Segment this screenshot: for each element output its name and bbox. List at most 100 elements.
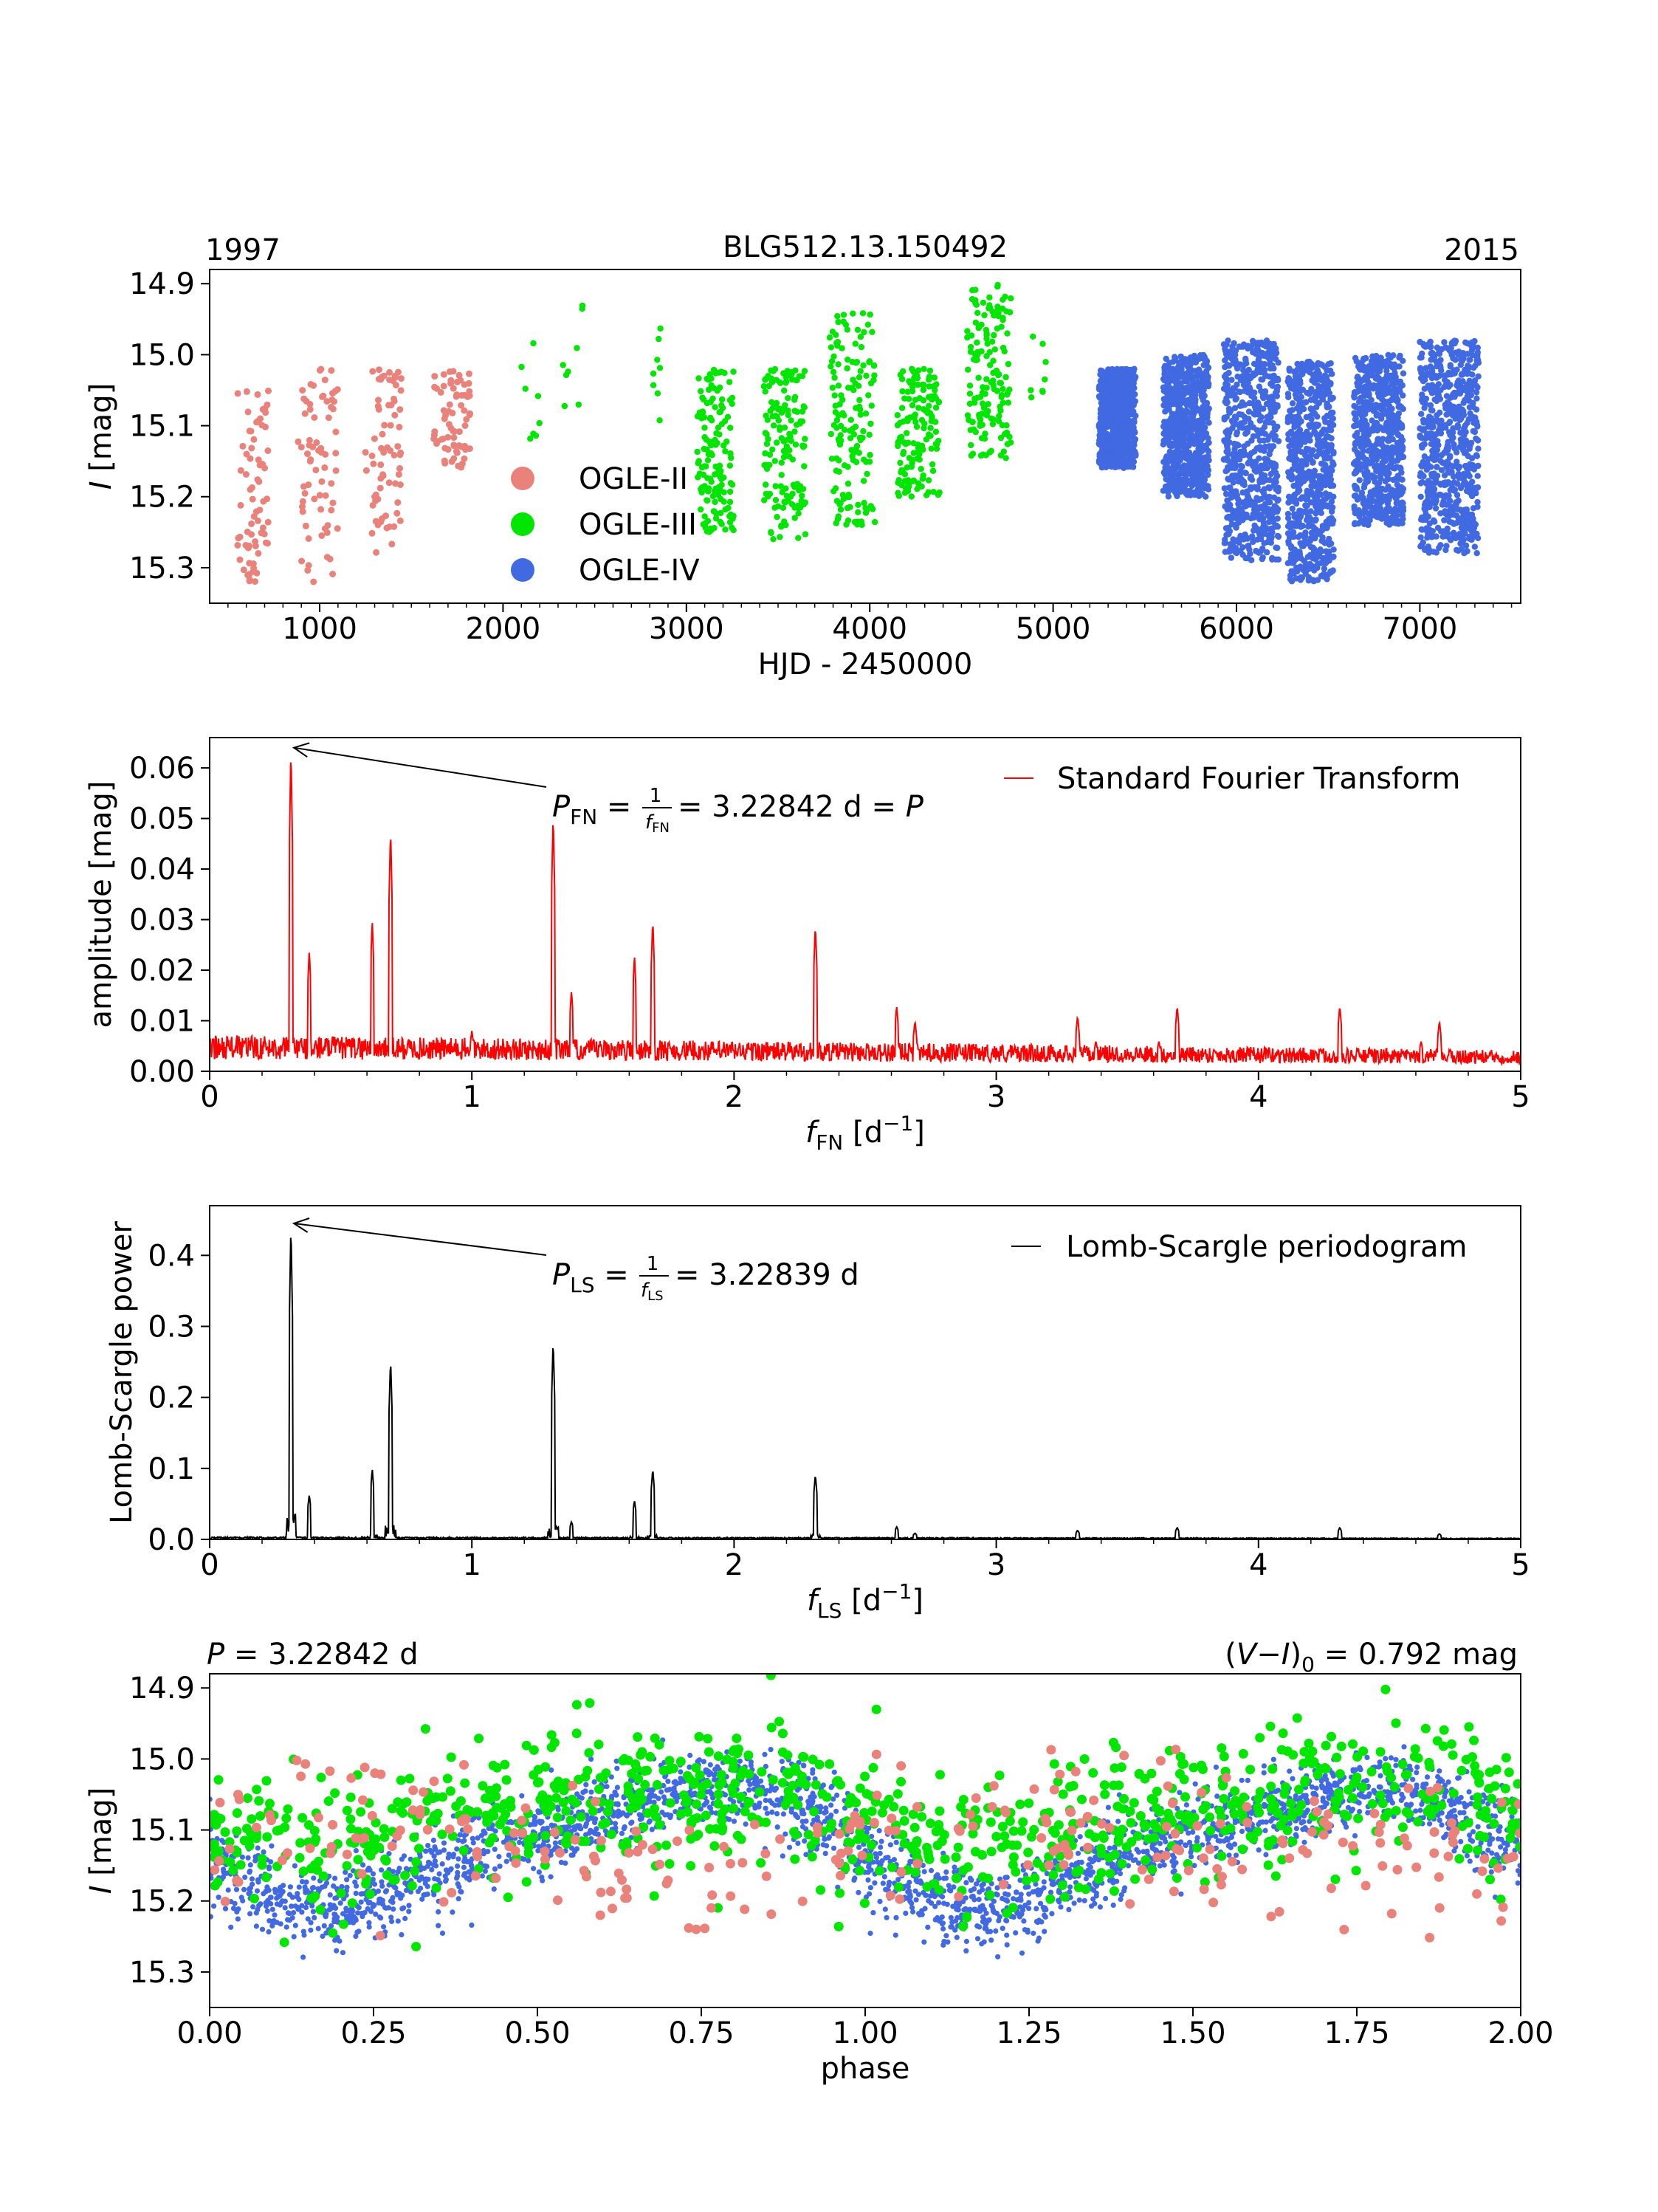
lightcurve-point [695,375,702,382]
lightcurve-point [1456,464,1463,470]
lightcurve-point [1295,437,1301,444]
lightcurve-point [1464,351,1471,357]
lightcurve-point [1000,385,1006,393]
lightcurve-point [1435,442,1442,449]
lightcurve-point [1394,431,1402,438]
lightcurve-point [1256,455,1262,461]
lightcurve-point [712,404,718,411]
lightcurve-point [1427,402,1434,409]
lightcurve-point [1247,457,1254,464]
lightcurve-point [1437,363,1444,369]
lightcurve-point [991,416,997,423]
lightcurve-point [1257,447,1264,453]
lightcurve-point [1285,375,1292,382]
lightcurve-point [396,464,403,472]
lightcurve-point [1183,384,1191,391]
lightcurve-point [984,340,991,347]
lightcurve-point [1459,539,1466,546]
lightcurve-point [455,428,463,436]
lightcurve-point [318,532,326,539]
lightcurve-point [1124,409,1130,416]
lightcurve-point [1194,405,1201,412]
lightcurve-point [1447,453,1454,459]
lightcurve-point [1203,400,1210,407]
lightcurve-point [1314,577,1321,583]
lightcurve-point [1251,411,1259,418]
lightcurve-point [1008,295,1014,302]
lightcurve-point [1242,430,1249,437]
lightcurve-point [1390,445,1397,453]
lightcurve-point [1121,454,1127,461]
lightcurve-point [1464,419,1470,427]
lightcurve-point [1358,419,1364,426]
lightcurve-point [1360,494,1366,501]
lightcurve-point [837,506,845,513]
lightcurve-point [255,550,262,557]
lightcurve-point [1429,371,1436,379]
lightcurve-point [867,420,874,427]
lightcurve-point [306,436,313,444]
lightcurve-point [1167,394,1174,400]
lightcurve-point [1421,405,1428,411]
lightcurve-point [1471,543,1479,550]
lightcurve-point [1272,464,1279,470]
lightcurve-point [1426,384,1433,391]
lightcurve-point [1377,354,1384,361]
lightcurve-point [861,500,867,506]
lightcurve-point [466,388,473,395]
lightcurve-point [1358,490,1366,496]
lightcurve-point [1194,467,1201,473]
lightcurve-point [1370,504,1377,512]
lightcurve-point [1303,413,1310,421]
lightcurve-point [1383,390,1390,396]
lightcurve-point [765,493,771,500]
lightcurve-point [1356,477,1363,484]
lightcurve-point [1274,532,1282,540]
lightcurve-point [522,385,529,392]
lightcurve-point [1428,480,1435,487]
lightcurve-point [1184,398,1191,405]
lightcurve-point [997,434,1005,442]
lightcurve-point [996,413,1002,419]
lightcurve-point [1324,404,1331,411]
lightcurve-point [250,568,257,575]
lightcurve-point [1267,536,1274,543]
lightcurve-point [1246,399,1253,407]
lightcurve-point [1289,407,1296,413]
lightcurve-point [1437,458,1444,464]
lightcurve-point [763,441,771,447]
lightcurve-point [1006,309,1014,316]
lightcurve-point [1307,405,1315,412]
lightcurve-point [306,406,314,413]
lightcurve-point [1252,460,1259,467]
lightcurve-point [1290,492,1298,499]
lightcurve-point [1269,529,1276,536]
lightcurve-point [1423,526,1429,533]
lightcurve-point [707,527,714,534]
lightcurve-point [1455,377,1462,384]
lightcurve-point [244,571,252,579]
lightcurve-point [1315,438,1322,445]
lightcurve-point [859,310,867,317]
lightcurve-point [1265,349,1272,356]
lightcurve-point [1097,436,1104,443]
lightcurve-point [380,449,388,456]
lightcurve-point [774,503,782,509]
lightcurve-point [656,417,663,424]
lightcurve-point [1327,472,1334,478]
lightcurve-point [458,443,465,450]
lightcurve-point [1253,495,1260,501]
lightcurve-point [979,400,986,407]
lightcurve-point [1419,463,1425,470]
lightcurve-point [1360,438,1366,445]
lightcurve-point [1312,517,1318,524]
lightcurve-point [458,402,465,409]
lightcurve-point [1200,414,1207,422]
lightcurve-point [864,470,870,478]
lightcurve-point [835,361,842,368]
lightcurve-point [1374,484,1381,490]
lightcurve-point [1249,337,1256,344]
lightcurve-point [791,394,799,400]
lightcurve-point [1177,354,1185,360]
lightcurve-point [328,506,335,514]
